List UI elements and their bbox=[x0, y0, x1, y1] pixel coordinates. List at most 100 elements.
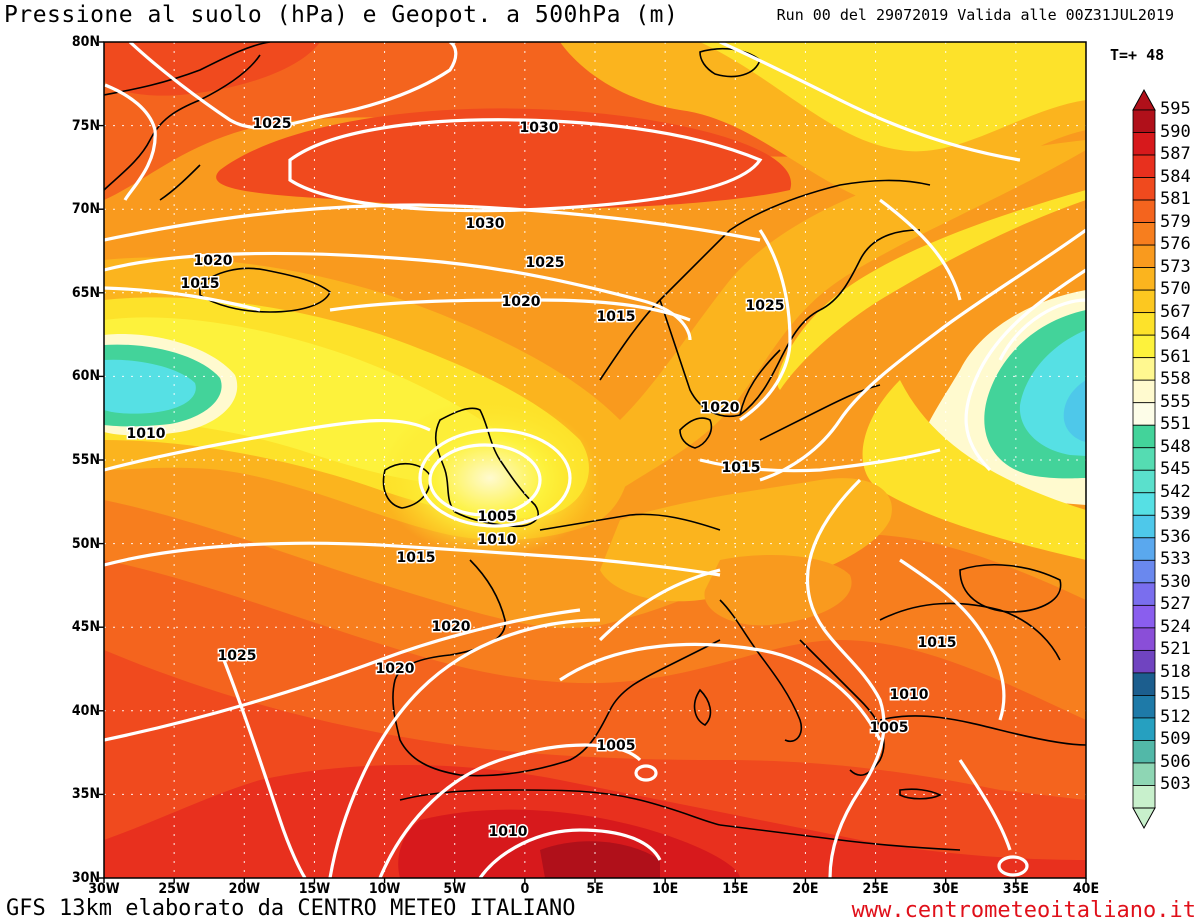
lon-label-15W: 15W bbox=[298, 881, 331, 897]
colorbar-swatch bbox=[1132, 222, 1156, 246]
coastlines bbox=[104, 42, 1086, 851]
colorbar-label: 551 bbox=[1160, 414, 1191, 435]
lat-label-55N: 55N bbox=[71, 452, 100, 468]
isobar-label: 1015 bbox=[181, 276, 220, 292]
lon-label-10E: 10E bbox=[652, 881, 679, 897]
colorbar-label: 503 bbox=[1160, 774, 1191, 795]
colorbar-label: 561 bbox=[1160, 346, 1191, 367]
lon-label-25W: 25W bbox=[158, 881, 190, 897]
model-credit: GFS 13km elaborato da CENTRO METEO ITALI… bbox=[6, 896, 576, 921]
lon-label-20E: 20E bbox=[792, 881, 819, 897]
colorbar-label: 573 bbox=[1160, 256, 1191, 277]
geopotential-field bbox=[104, 42, 1086, 878]
colorbar-swatch bbox=[1132, 379, 1156, 404]
colorbar-swatch bbox=[1132, 109, 1156, 133]
colorbar-label: 567 bbox=[1160, 301, 1191, 322]
colorbar-label: 548 bbox=[1160, 436, 1191, 457]
colorbar-swatch bbox=[1132, 199, 1156, 223]
lat-label-70N: 70N bbox=[71, 201, 100, 218]
colorbar-swatch bbox=[1132, 717, 1156, 741]
colorbar-swatch bbox=[1132, 695, 1156, 719]
lat-label-35N: 35N bbox=[71, 786, 100, 803]
isobar-label: 1030 bbox=[520, 120, 559, 136]
colorbar-swatch bbox=[1132, 289, 1156, 314]
colorbar-swatch bbox=[1132, 740, 1156, 764]
lat-label-40N: 40N bbox=[71, 702, 100, 719]
isobar-label: 1015 bbox=[918, 635, 957, 651]
lon-label-25E: 25E bbox=[862, 881, 889, 897]
colorbar-swatch bbox=[1132, 334, 1156, 359]
isobars bbox=[104, 42, 1086, 878]
lon-label-5E: 5E bbox=[586, 881, 604, 897]
colorbar-swatch bbox=[1132, 154, 1156, 178]
colorbar-swatch bbox=[1132, 537, 1156, 561]
lon-label-40E: 40E bbox=[1072, 881, 1100, 897]
colorbar-swatch bbox=[1132, 559, 1156, 584]
axis-ticks bbox=[99, 41, 1087, 883]
isobar-label: 1010 bbox=[478, 532, 517, 548]
colorbar-label: 536 bbox=[1160, 526, 1191, 547]
colorbar-swatch bbox=[1132, 785, 1156, 809]
isobar-label: 1005 bbox=[870, 720, 909, 736]
colorbar-label: 539 bbox=[1160, 504, 1191, 525]
isobar-label: 1010 bbox=[127, 426, 166, 442]
colorbar-min-arrow bbox=[1132, 807, 1156, 830]
colorbar-label: 515 bbox=[1160, 684, 1191, 705]
lon-label-5W: 5W bbox=[443, 881, 467, 897]
lat-label-80N: 80N bbox=[71, 34, 100, 50]
colorbar-label: 542 bbox=[1160, 481, 1191, 502]
colorbar-label: 579 bbox=[1160, 211, 1191, 232]
isobar-label: 1015 bbox=[597, 309, 636, 325]
colorbar-label: 524 bbox=[1160, 616, 1191, 637]
colorbar-swatch bbox=[1132, 469, 1156, 494]
isobar-labels: 1025 1030 1030 1020 1015 1025 1020 1015 1025 1010… bbox=[125, 115, 958, 842]
isobar-label: 1025 bbox=[746, 298, 785, 314]
colorbar-label: 587 bbox=[1160, 144, 1191, 165]
colorbar-label: 576 bbox=[1160, 234, 1191, 255]
run-info: Run 00 del 29072019 Valida alle 00Z31JUL… bbox=[776, 6, 1174, 24]
lon-label-10W: 10W bbox=[368, 881, 401, 897]
lat-label-65N: 65N bbox=[71, 284, 100, 301]
lon-label-30W: 30W bbox=[88, 881, 120, 897]
colorbar-label: 584 bbox=[1160, 166, 1191, 187]
isobar-label: 1020 bbox=[432, 619, 471, 635]
colorbar-swatch bbox=[1132, 312, 1156, 336]
colorbar-swatch bbox=[1132, 402, 1156, 426]
colorbar-label: 509 bbox=[1160, 729, 1191, 750]
colorbar-swatch bbox=[1132, 582, 1156, 606]
isobar-label: 1020 bbox=[194, 253, 233, 269]
lat-label-60N: 60N bbox=[71, 368, 100, 385]
lat-label-30N: 30N bbox=[71, 870, 100, 886]
colorbar-swatch bbox=[1132, 672, 1156, 696]
colorbar-label: 581 bbox=[1160, 189, 1191, 210]
lat-label-45N: 45N bbox=[71, 619, 100, 636]
colorbar-label: 521 bbox=[1160, 639, 1191, 660]
isobar-label: 1015 bbox=[397, 550, 436, 566]
isobar-label: 1015 bbox=[722, 460, 761, 476]
lon-label-30E: 30E bbox=[932, 881, 959, 897]
isobar-label: 1020 bbox=[701, 400, 740, 416]
colorbar-label: 530 bbox=[1160, 571, 1191, 592]
isobar-label: 1025 bbox=[526, 255, 565, 271]
colorbar-swatch bbox=[1132, 244, 1156, 269]
colorbar-swatch bbox=[1132, 627, 1156, 651]
website-link[interactable]: www.centrometeoitaliano.it bbox=[851, 898, 1196, 923]
colorbar-label: 527 bbox=[1160, 594, 1191, 615]
forecast-step: T=+ 48 bbox=[1110, 46, 1165, 64]
isobar-label: 1010 bbox=[890, 687, 929, 703]
isobar-label: 1005 bbox=[597, 738, 636, 754]
colorbar-swatch bbox=[1132, 649, 1156, 674]
colorbar-swatch bbox=[1132, 447, 1156, 471]
colorbar-label: 590 bbox=[1160, 121, 1191, 142]
colorbar-swatch bbox=[1132, 267, 1156, 291]
colorbar-label: 564 bbox=[1160, 324, 1191, 345]
colorbar-swatch bbox=[1132, 762, 1156, 786]
isobar-label: 1020 bbox=[502, 294, 541, 310]
colorbar-label: 555 bbox=[1160, 391, 1191, 412]
isobar-label: 1025 bbox=[218, 648, 257, 664]
colorbar-swatch bbox=[1132, 604, 1156, 629]
lat-label-50N: 50N bbox=[71, 535, 100, 552]
lon-label-0: 0 bbox=[520, 881, 530, 897]
colorbar-label: 506 bbox=[1160, 751, 1191, 772]
